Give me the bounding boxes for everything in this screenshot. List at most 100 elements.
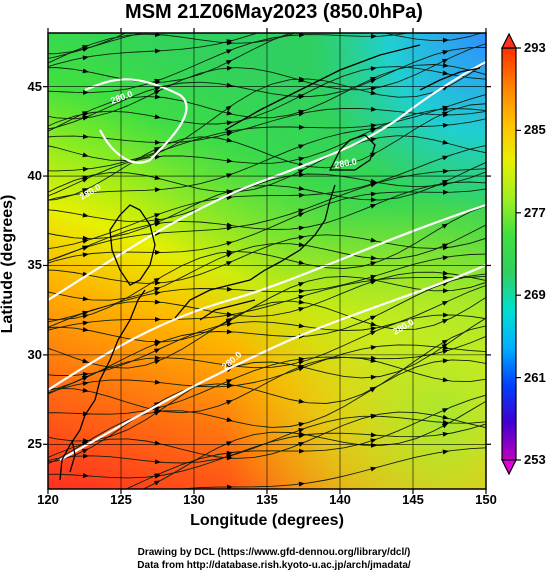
flow-arrow xyxy=(82,45,89,50)
flow-arrow xyxy=(226,400,233,405)
y-tick-label: 35 xyxy=(27,257,42,273)
flow-arrow xyxy=(298,363,305,369)
flow-arrow xyxy=(82,320,89,326)
flow-arrow xyxy=(441,111,449,117)
flow-arrow xyxy=(442,349,449,355)
flow-arrow xyxy=(442,189,449,195)
flow-arrow xyxy=(442,449,449,455)
flow-arrow xyxy=(298,288,305,294)
flow-arrow xyxy=(82,358,89,364)
colorbar-tick-label: 261 xyxy=(524,369,546,385)
flow-arrow xyxy=(298,13,305,20)
colorbar-tick-label: 285 xyxy=(524,122,546,138)
coastline xyxy=(224,44,421,131)
flow-arrow xyxy=(226,129,233,135)
flow-arrow xyxy=(226,241,233,246)
flow-arrow xyxy=(442,62,449,68)
flow-arrow xyxy=(370,123,377,129)
y-tick-label: 30 xyxy=(27,346,42,362)
flow-arrow xyxy=(154,299,161,305)
flow-arrow xyxy=(82,152,89,158)
coastline xyxy=(419,67,481,91)
y-axis-label: Latitude (degrees) xyxy=(0,194,16,334)
flow-arrow xyxy=(82,327,89,332)
flow-arrow xyxy=(370,466,377,472)
colorbar-tick-label: 269 xyxy=(524,287,546,303)
flow-arrow xyxy=(369,315,377,321)
flow-arrow xyxy=(82,212,89,218)
flow-arrow xyxy=(370,374,377,380)
flow-arrow xyxy=(154,290,161,296)
flow-arrow xyxy=(442,19,449,26)
coastline xyxy=(69,439,76,473)
flow-arrow xyxy=(369,330,377,336)
flow-arrow xyxy=(369,387,377,393)
y-tick-label: 25 xyxy=(27,436,42,452)
flow-arrow xyxy=(226,39,233,45)
flow-arrow xyxy=(370,191,377,197)
flow-arrow xyxy=(370,86,377,91)
x-tick-label: 130 xyxy=(183,492,205,507)
flow-arrow xyxy=(226,321,233,327)
x-tick-label: 140 xyxy=(329,492,351,507)
flow-arrow xyxy=(441,343,448,349)
flow-arrow xyxy=(441,300,449,306)
flow-arrow xyxy=(81,375,89,381)
flow-arrow xyxy=(225,441,233,447)
flow-arrow xyxy=(154,249,161,255)
colorbar-upper-arrow xyxy=(501,32,517,49)
flow-arrow xyxy=(370,106,377,112)
flow-arrow xyxy=(298,33,305,38)
flow-arrow xyxy=(298,208,305,214)
flow-arrow xyxy=(154,154,161,160)
flow-arrow xyxy=(441,58,449,64)
flow-arrow xyxy=(297,169,305,175)
flow-arrow xyxy=(441,339,449,345)
flow-arrow xyxy=(82,238,89,244)
flow-arrow xyxy=(370,261,377,267)
flow-arrow xyxy=(442,70,449,76)
flow-arrow xyxy=(370,438,377,444)
flow-arrow xyxy=(298,481,305,487)
flow-arrow xyxy=(154,459,161,465)
flow-arrow xyxy=(154,409,161,415)
flow-arrow xyxy=(442,275,449,281)
flow-arrow xyxy=(154,355,161,361)
flow-arrow xyxy=(298,294,305,300)
flow-arrow xyxy=(370,197,377,203)
streamline xyxy=(48,33,145,59)
x-tick-label: 120 xyxy=(37,492,59,507)
x-tick-label: 125 xyxy=(110,492,132,507)
flow-arrow xyxy=(153,90,161,96)
flow-arrow xyxy=(226,110,233,116)
flow-arrow xyxy=(155,489,162,495)
flow-arrow xyxy=(82,68,89,74)
flow-arrow xyxy=(82,111,89,117)
flow-arrow xyxy=(442,431,449,437)
flow-arrow xyxy=(226,137,233,143)
flow-arrow xyxy=(82,166,89,172)
flow-arrow xyxy=(442,106,449,112)
flow-arrow xyxy=(442,49,449,55)
flow-arrow xyxy=(226,49,233,55)
flow-arrow xyxy=(82,296,89,302)
flow-arrow xyxy=(299,448,305,454)
flow-arrow xyxy=(442,155,449,161)
flow-arrow xyxy=(298,307,305,312)
flow-arrow xyxy=(370,277,377,282)
x-tick-label: 145 xyxy=(402,492,424,507)
flow-arrow xyxy=(370,8,377,15)
flow-arrow xyxy=(299,25,305,31)
flow-arrow xyxy=(298,225,305,231)
flow-arrow xyxy=(226,173,233,179)
flow-arrow xyxy=(226,120,233,126)
flow-arrow xyxy=(442,37,449,43)
x-tick-label: 150 xyxy=(475,492,497,507)
flow-arrow xyxy=(442,377,449,383)
flow-arrow xyxy=(82,381,89,387)
flow-arrow xyxy=(81,448,89,454)
flow-arrow xyxy=(370,33,377,39)
flow-arrow xyxy=(153,480,161,486)
flow-arrow xyxy=(226,450,233,456)
